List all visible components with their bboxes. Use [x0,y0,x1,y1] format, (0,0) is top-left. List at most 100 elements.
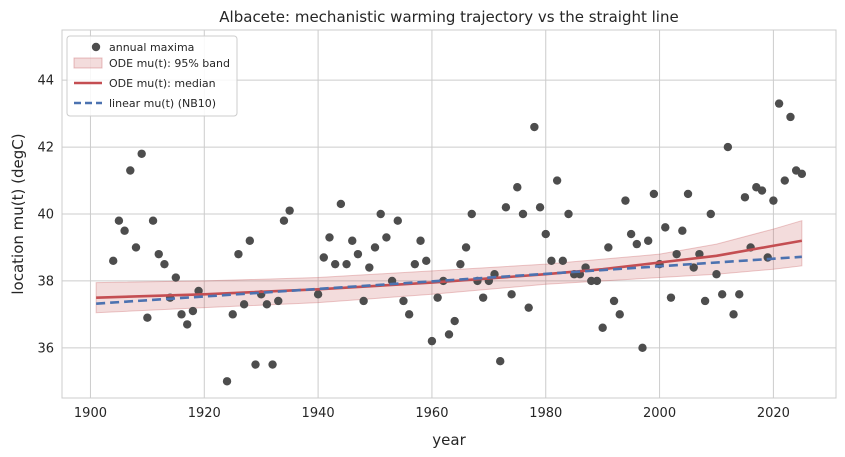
legend-swatch-ode-band [73,57,103,69]
data-point-annual-maxima [735,290,744,299]
data-point-annual-maxima [279,216,289,225]
legend-label-ode-median: ODE mu(t): median [109,77,216,90]
data-point-annual-maxima [382,233,391,242]
data-point-annual-maxima [558,256,568,266]
data-point-annual-maxima [661,223,670,232]
data-point-annual-maxima [501,203,511,212]
data-point-annual-maxima [342,259,351,269]
data-point-annual-maxima [399,296,408,306]
data-point-annual-maxima [535,203,545,212]
x-tick-label: 1920 [188,406,221,421]
plot-frame [61,29,837,399]
data-point-annual-maxima [496,357,505,366]
data-point-annual-maxima [148,216,158,225]
x-tick-label: 1980 [529,406,562,421]
data-point-annual-maxima [729,310,738,319]
chart-title: Albacete: mechanistic warming trajectory… [219,8,678,26]
data-point-annual-maxima [683,189,693,199]
data-point-annual-maxima [120,226,129,235]
data-point-annual-maxima [410,259,420,269]
data-point-annual-maxima [712,270,721,279]
legend-box [66,35,238,117]
y-axis-label: location mu(t) (degC) [9,133,27,294]
data-point-annual-maxima [763,253,772,262]
data-point-annual-maxima [433,293,442,302]
data-point-annual-maxima [313,290,323,299]
data-point-annual-maxima [626,229,636,239]
data-point-annual-maxima [183,320,192,329]
data-point-annual-maxima [143,313,152,322]
data-point-annual-maxima [234,249,243,259]
x-tick-label: 1900 [74,406,107,421]
data-point-annual-maxima [780,176,789,185]
data-point-annual-maxima [137,149,146,158]
data-point-annual-maxima [740,193,750,202]
data-point-annual-maxima [564,209,573,219]
data-point-annual-maxima [621,196,630,205]
y-tick-label: 40 [37,208,54,223]
linear-trend-line [96,255,802,305]
data-point-annual-maxima [598,323,607,332]
data-point-annual-maxima [524,303,533,312]
data-point-annual-maxima [797,169,807,179]
data-point-annual-maxima [268,360,277,369]
data-point-annual-maxima [325,233,334,242]
data-point-annual-maxima [177,310,186,319]
data-point-annual-maxima [592,276,602,286]
y-tick-label: 42 [37,141,54,156]
data-point-annual-maxima [461,243,471,252]
data-point-annual-maxima [786,112,795,122]
data-point-annual-maxima [609,296,619,306]
tick-layer: 1900 1920 1940 1960 1980 2000 2020 36 38 40 42 44 [37,74,789,421]
ode-confidence-band [95,220,803,314]
data-point-annual-maxima [251,360,260,369]
data-point-annual-maxima [228,310,237,319]
data-point-annual-maxima [370,243,380,252]
y-tick-label: 36 [37,341,54,356]
data-point-annual-maxima [285,206,294,215]
data-point-annual-maxima [467,209,476,219]
data-point-annual-maxima [222,377,232,386]
data-point-annual-maxima [427,336,437,346]
data-point-annual-maxima [126,166,135,175]
data-point-annual-maxima [678,226,687,235]
data-point-annual-maxima [706,209,715,219]
x-axis-label: year [432,431,466,449]
x-tick-label: 1940 [302,406,335,421]
data-point-annual-maxima [700,296,710,306]
data-point-annual-maxima [541,229,550,239]
data-point-annual-maxima [513,183,522,192]
data-point-annual-maxima [615,310,624,319]
data-point-annual-maxima [422,256,431,266]
legend-marker-annual-maxima [91,42,101,52]
legend-label-annual-maxima: annual maxima [109,41,194,54]
data-point-annual-maxima [359,296,368,306]
data-point-annual-maxima [404,310,414,319]
data-point-annual-maxima [695,249,704,259]
legend-label-ode-band: ODE mu(t): 95% band [109,57,230,70]
data-point-annual-maxima [319,253,328,262]
y-tick-label: 44 [37,74,54,89]
data-point-annual-maxima [672,249,681,259]
data-point-annual-maxima [649,189,659,199]
data-point-annual-maxima [393,216,402,225]
data-point-annual-maxima [194,286,203,296]
data-point-annual-maxima [774,99,784,108]
data-point-annual-maxima [547,256,556,266]
data-point-annual-maxima [632,239,642,249]
data-point-annual-maxima [262,300,272,309]
legend-label-linear: linear mu(t) (NB10) [109,97,216,110]
data-point-annual-maxima [353,249,363,259]
data-point-annual-maxima [365,263,374,272]
data-point-annual-maxima [757,186,767,195]
data-point-annual-maxima [643,236,653,245]
data-point-annual-maxima [114,216,124,225]
data-point-annual-maxima [717,290,727,299]
data-point-annual-maxima [638,343,647,353]
data-point-annual-maxima [444,330,454,339]
x-tick-label: 1960 [415,406,448,421]
data-point-annual-maxima [456,259,465,269]
data-point-annual-maxima [478,293,488,302]
